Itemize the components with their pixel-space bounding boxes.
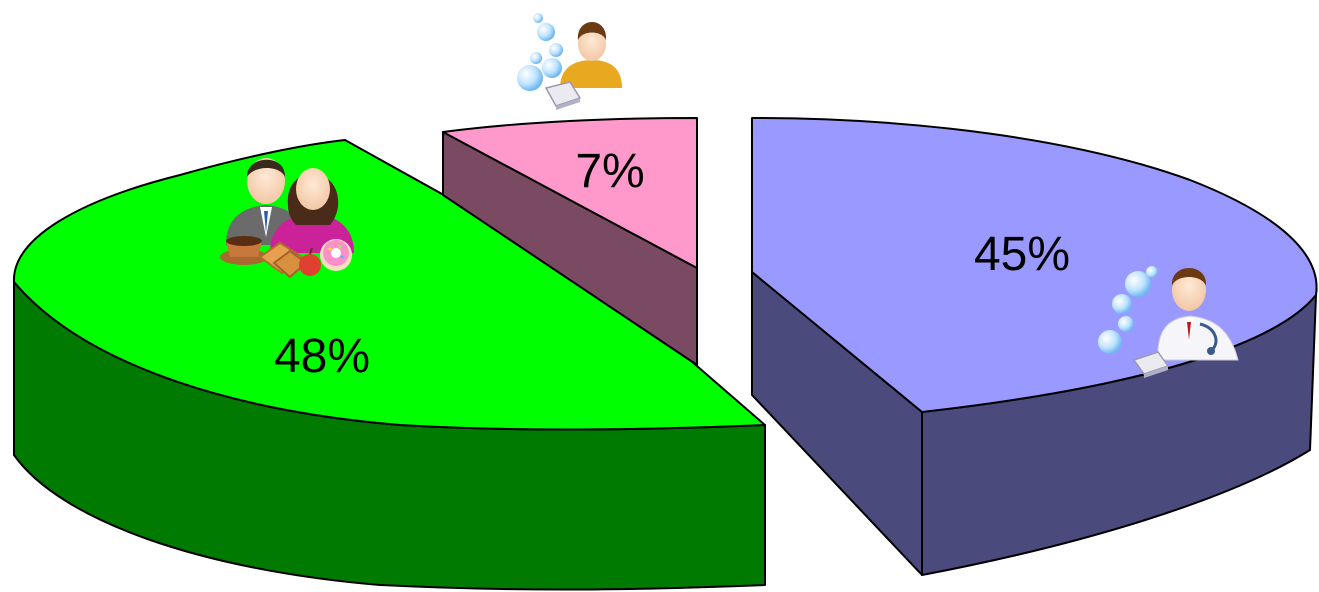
pie-slice-pink [442, 117, 698, 366]
pie-slice-green [12, 139, 766, 591]
doctor-with-bubbles-icon [1098, 266, 1239, 378]
pie-slice-blue [751, 117, 1318, 576]
pie-slice-green-top [12, 139, 766, 431]
pie-slice-pink-top [442, 117, 698, 269]
data-label-green: 48% [274, 330, 370, 383]
couple-with-snacks-icon [220, 158, 354, 279]
data-label-pink: 7% [575, 145, 644, 198]
data-label-blue: 45% [974, 228, 1070, 281]
person-with-bubbles-icon [517, 13, 622, 110]
